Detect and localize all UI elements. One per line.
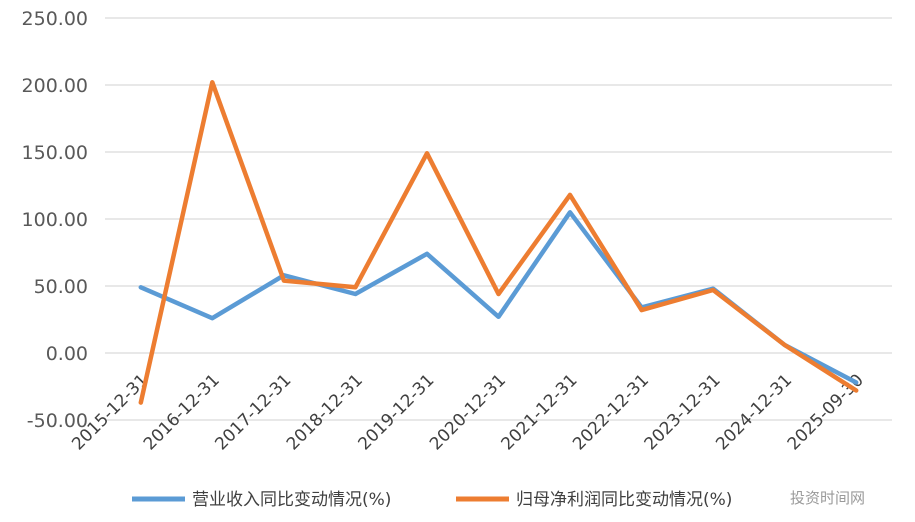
y-tick-label: 200.00 — [22, 75, 88, 97]
x-tick-label: 2019-12-31 — [354, 370, 438, 454]
x-tick-label: 2020-12-31 — [426, 370, 510, 454]
y-tick-label: 150.00 — [22, 142, 88, 164]
y-tick-label: 250.00 — [22, 8, 88, 30]
x-tick-label: 2023-12-31 — [641, 370, 725, 454]
legend-label-revenue: 营业收入同比变动情况(%) — [192, 490, 391, 510]
x-axis-ticks: 2015-12-312016-12-312017-12-312018-12-31… — [68, 370, 867, 454]
legend: 营业收入同比变动情况(%) 归母净利润同比变动情况(%) — [132, 490, 732, 510]
y-tick-label: 100.00 — [22, 209, 88, 231]
x-tick-label: 2024-12-31 — [712, 370, 796, 454]
y-axis-ticks: 250.00 200.00 150.00 100.00 50.00 0.00 -50.00 — [22, 8, 88, 432]
x-tick-label: 2017-12-31 — [211, 370, 295, 454]
series-line-net-profit — [138, 80, 859, 405]
x-tick-label: 2016-12-31 — [140, 370, 224, 454]
x-tick-label: 2021-12-31 — [498, 370, 582, 454]
gridlines — [105, 17, 892, 421]
watermark: 投资时间网 — [790, 489, 865, 507]
x-tick-label: 2018-12-31 — [283, 370, 367, 454]
series-line-revenue — [138, 210, 859, 385]
series-lines — [138, 80, 859, 405]
y-tick-label: 0.00 — [46, 343, 88, 365]
y-tick-label: 50.00 — [34, 276, 88, 298]
y-tick-label: -50.00 — [27, 410, 88, 432]
x-tick-label: 2022-12-31 — [569, 370, 653, 454]
legend-label-net-profit: 归母净利润同比变动情况(%) — [516, 490, 732, 510]
